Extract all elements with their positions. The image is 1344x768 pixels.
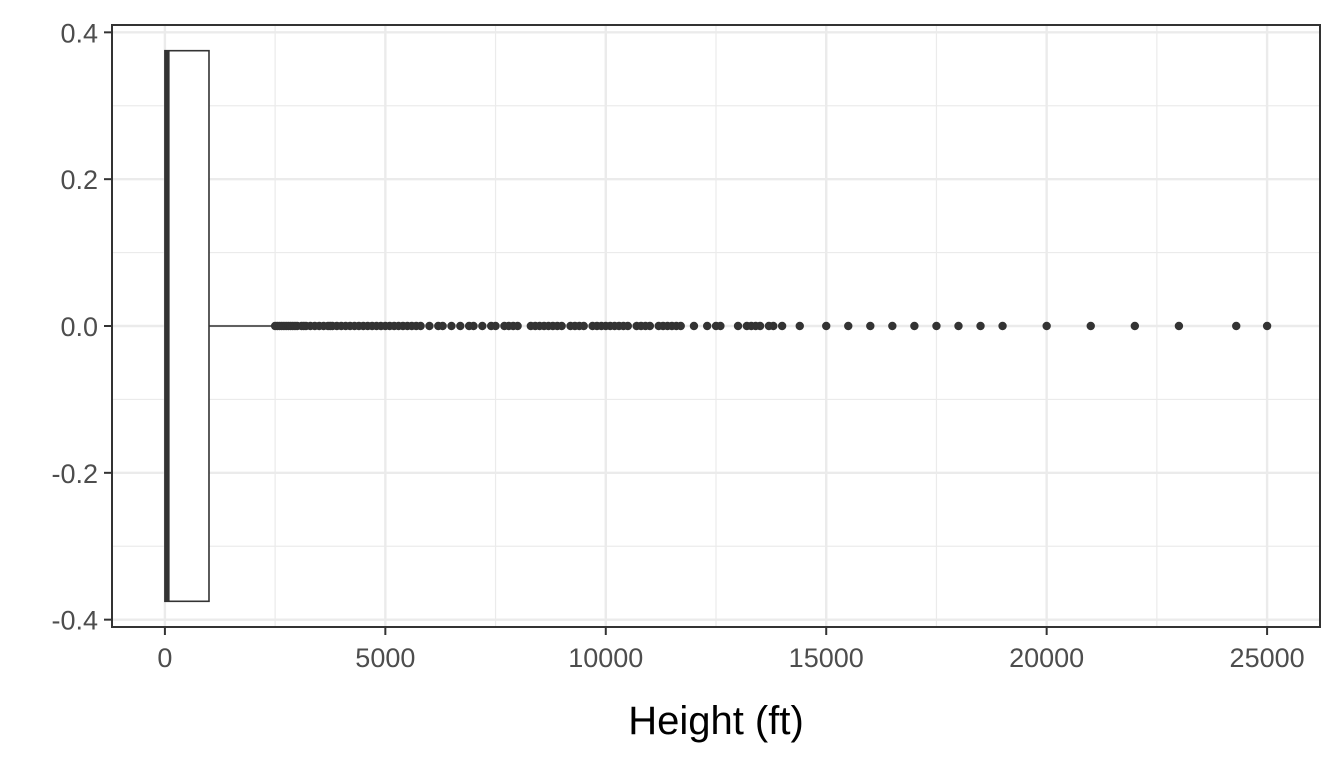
outlier-point: [822, 321, 831, 331]
y-tick-label: -0.2: [51, 459, 98, 489]
outlier-point: [478, 321, 487, 331]
outlier-point: [866, 321, 875, 331]
outlier-point: [769, 321, 778, 331]
outlier-point: [702, 321, 712, 331]
x-tick-label: 0: [157, 643, 172, 673]
outlier-point: [844, 321, 853, 331]
outlier-point: [1042, 321, 1051, 331]
outlier-point: [469, 321, 478, 331]
outlier-point: [795, 321, 804, 331]
outlier-point: [1174, 321, 1184, 331]
outlier-point: [954, 321, 963, 331]
outlier-point: [456, 321, 465, 331]
outlier-point: [1086, 321, 1095, 331]
outlier-point: [910, 321, 919, 331]
outlier-point: [716, 321, 725, 331]
x-tick-label: 25000: [1230, 643, 1305, 673]
outlier-point: [888, 321, 897, 331]
outlier-point: [777, 321, 787, 331]
outlier-point: [1262, 321, 1272, 331]
boxplot: [164, 49, 273, 603]
outlier-point: [438, 321, 447, 331]
x-axis-title: Height (ft): [628, 699, 804, 743]
x-axis: 0 5000 10000 15000 20000 25000: [157, 627, 1305, 673]
y-tick-label: 0.0: [60, 312, 98, 342]
outlier-point: [1130, 321, 1140, 331]
outlier-point: [513, 321, 522, 331]
outlier-point: [491, 321, 500, 331]
outlier-point: [645, 321, 655, 331]
outlier-point: [689, 321, 699, 331]
outlier-point: [676, 321, 685, 331]
outlier-point: [976, 321, 985, 331]
outlier-point: [416, 321, 425, 331]
outlier-point: [755, 321, 765, 331]
x-tick-label: 5000: [355, 643, 415, 673]
outlier-point: [932, 321, 941, 331]
outlier-point: [733, 321, 743, 331]
x-tick-label: 15000: [789, 643, 864, 673]
x-tick-label: 20000: [1009, 643, 1084, 673]
y-tick-label: 0.4: [60, 18, 98, 48]
y-axis: -0.4 -0.2 0.0 0.2 0.4: [51, 18, 112, 636]
x-tick-label: 10000: [568, 643, 643, 673]
outlier-point: [1232, 321, 1241, 331]
outlier-point: [557, 321, 566, 331]
y-tick-label: -0.4: [51, 606, 98, 636]
outlier-points: [270, 321, 1272, 331]
outlier-point: [447, 321, 456, 331]
y-tick-label: 0.2: [60, 165, 98, 195]
outlier-point: [623, 321, 633, 331]
interquartile-box: [164, 49, 210, 603]
outlier-point: [425, 321, 434, 331]
outlier-point: [579, 321, 588, 331]
outlier-point: [998, 321, 1007, 331]
